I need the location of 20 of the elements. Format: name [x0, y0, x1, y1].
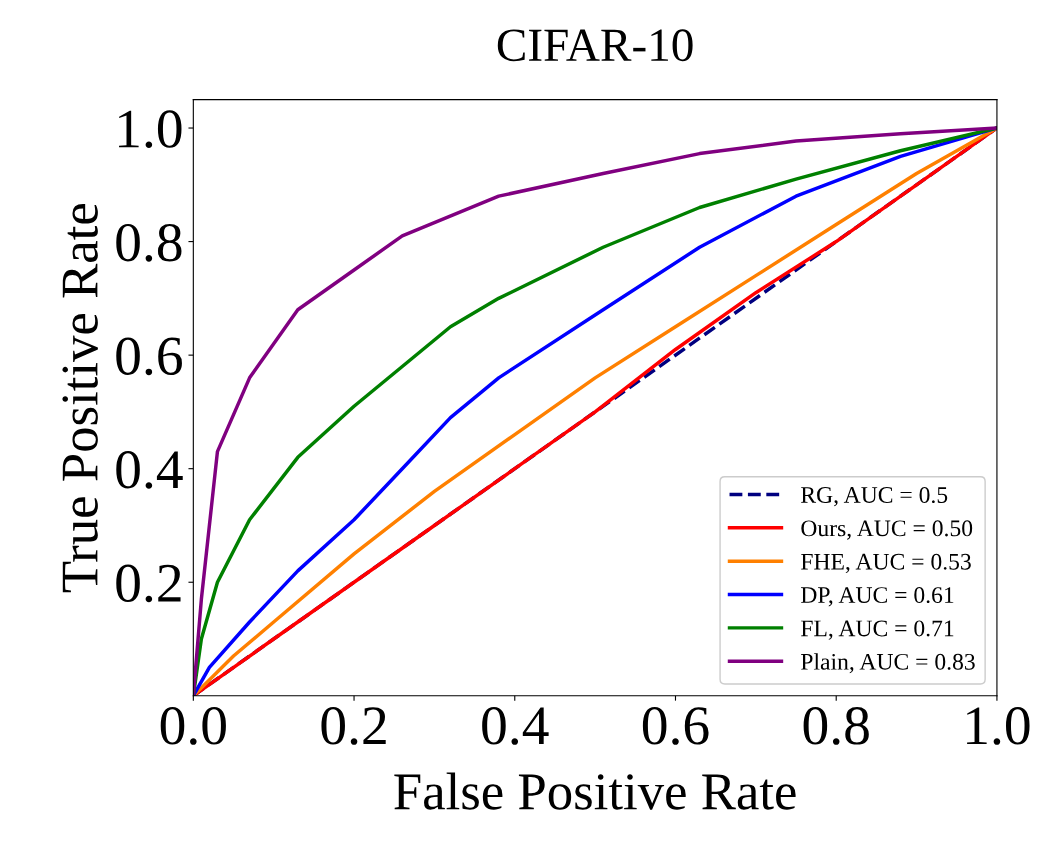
x-axis-title: False Positive Rate	[394, 772, 796, 810]
y-tick-label: 0.8	[116, 223, 182, 262]
chart-title: CIFAR-10	[497, 29, 693, 62]
legend-label: DP, AUC = 0.61	[801, 587, 954, 607]
x-tick-label: 1.0	[967, 707, 1030, 745]
legend-label: RG, AUC = 0.5	[801, 487, 948, 507]
legend-label: FL, AUC = 0.71	[801, 620, 954, 640]
x-tick-label: 0.0	[160, 707, 226, 745]
x-tick-label: 0.8	[803, 707, 869, 745]
y-tick-label: 0.4	[116, 451, 183, 489]
x-tick-label: 0.2	[321, 707, 386, 745]
y-axis-title: True Positive Rate	[62, 204, 98, 593]
legend-label: Plain, AUC = 0.83	[801, 653, 975, 674]
y-tick-label: 0.2	[116, 564, 181, 603]
x-tick-label: 0.6	[642, 707, 709, 745]
legend-label: Ours, AUC = 0.50	[801, 520, 973, 540]
y-tick-label: 1.0	[119, 110, 182, 149]
x-tick-label: 0.4	[482, 707, 549, 745]
legend-label: FHE, AUC = 0.53	[801, 553, 971, 574]
y-tick-label: 0.6	[116, 337, 182, 376]
